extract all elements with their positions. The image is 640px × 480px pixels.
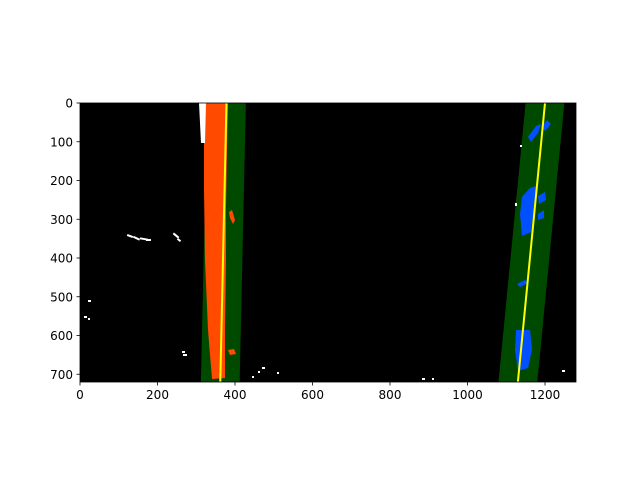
plot-frame <box>79 102 577 383</box>
right-lane-pixel-blob <box>538 210 544 220</box>
y-tick-label: 600 <box>50 329 73 343</box>
plot-background <box>80 103 576 382</box>
y-tick-label: 500 <box>50 290 73 304</box>
noise-pixel <box>520 145 522 147</box>
right-lane-pixel-blob <box>538 192 546 204</box>
left-lane-pixel-fragment <box>229 210 235 224</box>
noise-pixel <box>88 318 90 320</box>
x-tick-label: 0 <box>76 388 84 402</box>
y-tick-label: 700 <box>50 368 73 382</box>
noise-pixel <box>126 234 134 238</box>
noise-pixel <box>262 367 265 369</box>
noise-pixels <box>84 145 565 380</box>
noise-pixel <box>176 237 182 243</box>
noise-pixel <box>515 203 517 206</box>
x-tick-label: 400 <box>224 388 247 402</box>
x-tick-label: 1200 <box>530 388 561 402</box>
x-axis: 0 200 400 600 800 1000 1200 <box>76 382 560 402</box>
x-tick-label: 600 <box>301 388 324 402</box>
noise-pixel <box>277 372 279 374</box>
noise-pixel <box>132 235 141 241</box>
x-tick-label: 1000 <box>452 388 483 402</box>
y-tick-label: 400 <box>50 252 73 266</box>
left-lane-pixel-fragment <box>228 349 236 355</box>
y-tick-label: 100 <box>50 135 73 149</box>
noise-pixel <box>252 376 254 378</box>
y-tick-label: 0 <box>65 97 73 111</box>
noise-pixel <box>182 351 185 353</box>
left-lane-fit-line <box>219 103 228 382</box>
noise-pixels <box>199 103 206 143</box>
x-tick-label: 200 <box>146 388 169 402</box>
noise-pixel <box>146 239 151 241</box>
y-tick-label: 200 <box>50 174 73 188</box>
right-lane-pixel-blob <box>528 124 541 142</box>
x-tick-label: 800 <box>379 388 402 402</box>
right-lane-fit-line <box>516 103 546 382</box>
right-lane-pixel-blob <box>520 186 536 236</box>
y-tick-label: 300 <box>50 213 73 227</box>
plot-area <box>84 103 565 382</box>
right-lane-pixel-blob <box>517 280 528 287</box>
noise-pixel <box>88 300 91 302</box>
right-lane-pixels <box>515 120 551 371</box>
noise-pixel <box>84 316 87 318</box>
noise-pixel <box>183 354 187 356</box>
noise-pixel <box>432 378 434 380</box>
y-axis: 0 100 200 300 400 500 600 700 <box>50 97 80 382</box>
noise-pixel <box>258 371 260 373</box>
noise-pixel <box>422 378 425 380</box>
noise-pixel <box>562 370 565 372</box>
noise-pixel <box>172 232 180 239</box>
